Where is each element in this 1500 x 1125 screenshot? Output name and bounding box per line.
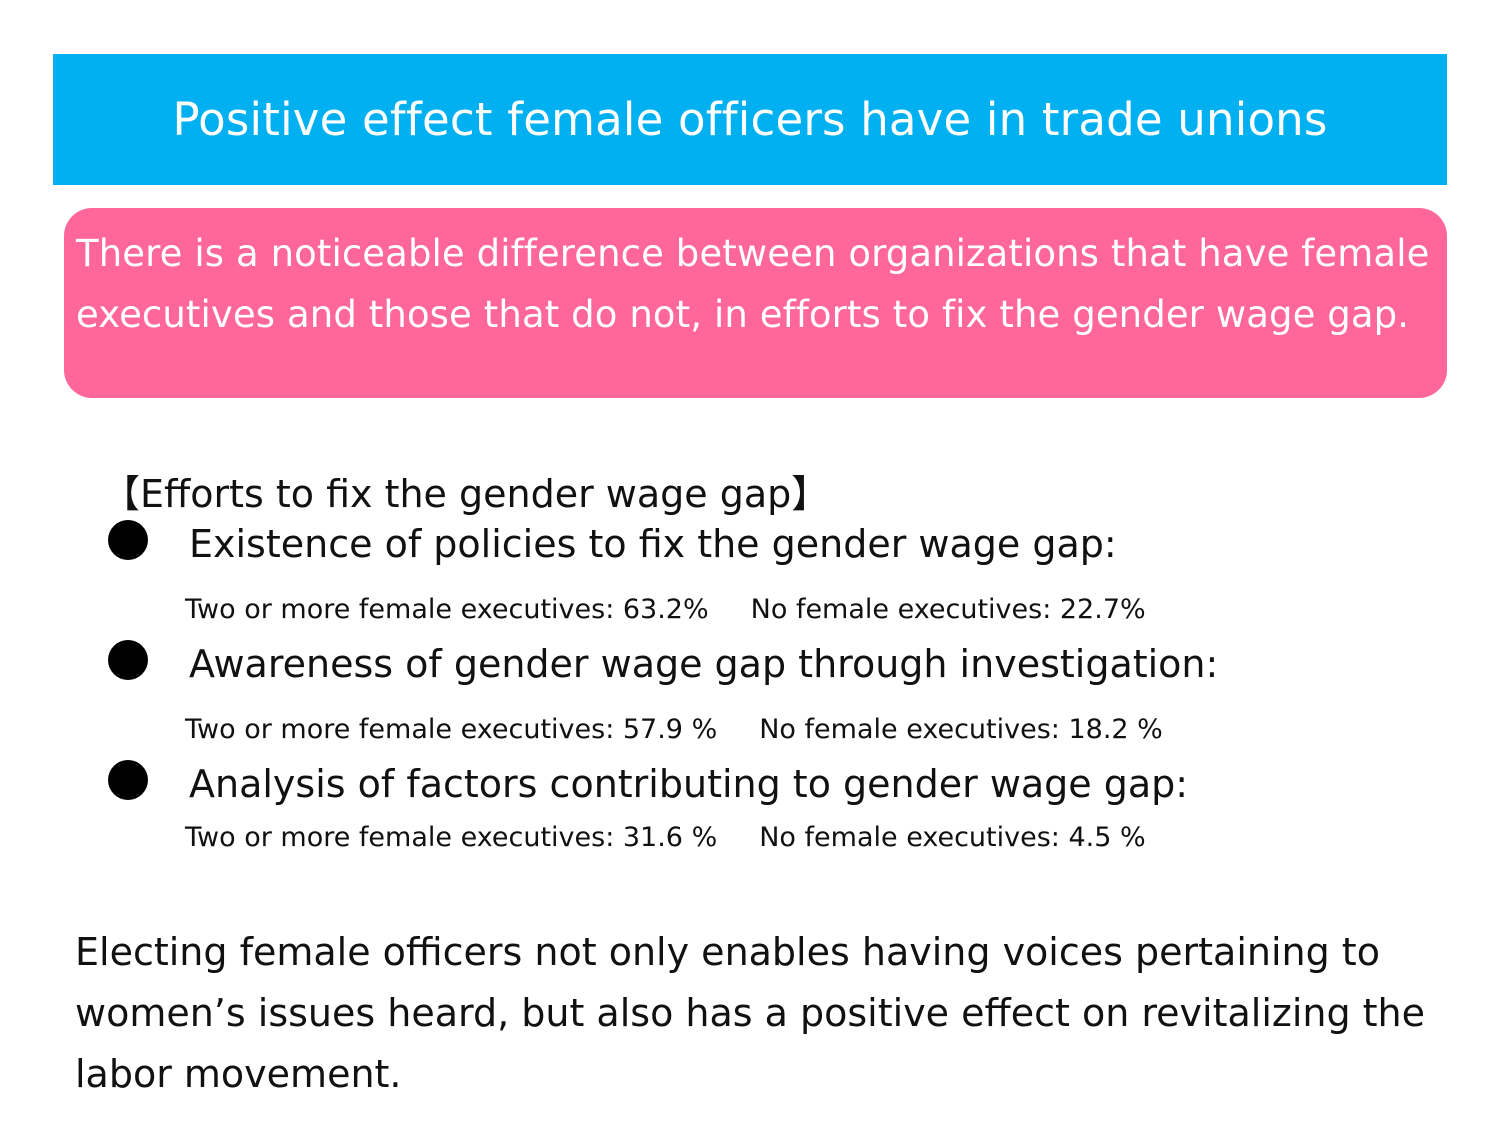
section-heading: 【Efforts to fix the gender wage gap】 — [102, 472, 830, 516]
stat-row: Two or more female executives: 63.2% No f… — [185, 594, 1146, 625]
list-item: Existence of policies to fix the gender … — [108, 520, 1117, 566]
list-item: Analysis of factors contributing to gend… — [108, 760, 1189, 806]
stat-two-or-more: Two or more female executives: 63.2% — [185, 594, 709, 625]
stat-two-or-more: Two or more female executives: 57.9 % — [185, 714, 718, 745]
stat-none: No female executives: 18.2 % — [759, 714, 1163, 745]
stat-row: Two or more female executives: 31.6 % No … — [185, 822, 1146, 853]
summary-text: There is a noticeable difference between… — [76, 232, 1430, 336]
conclusion-text: Electing female officers not only enable… — [75, 930, 1426, 1096]
item-label: Awareness of gender wage gap through inv… — [189, 642, 1219, 686]
stat-none: No female executives: 4.5 % — [759, 822, 1146, 853]
summary-box: There is a noticeable difference between… — [64, 208, 1447, 398]
page-title: Positive effect female officers have in … — [172, 93, 1328, 146]
stat-two-or-more: Two or more female executives: 31.6 % — [185, 822, 718, 853]
stat-none: No female executives: 22.7% — [750, 594, 1146, 625]
list-item: Awareness of gender wage gap through inv… — [108, 640, 1219, 686]
bullet-icon — [108, 520, 148, 560]
title-banner: Positive effect female officers have in … — [53, 54, 1447, 185]
item-label: Existence of policies to fix the gender … — [189, 522, 1117, 566]
stat-row: Two or more female executives: 57.9 % No … — [185, 714, 1163, 745]
bullet-icon — [108, 640, 148, 680]
bullet-icon — [108, 760, 148, 800]
item-label: Analysis of factors contributing to gend… — [189, 762, 1189, 806]
